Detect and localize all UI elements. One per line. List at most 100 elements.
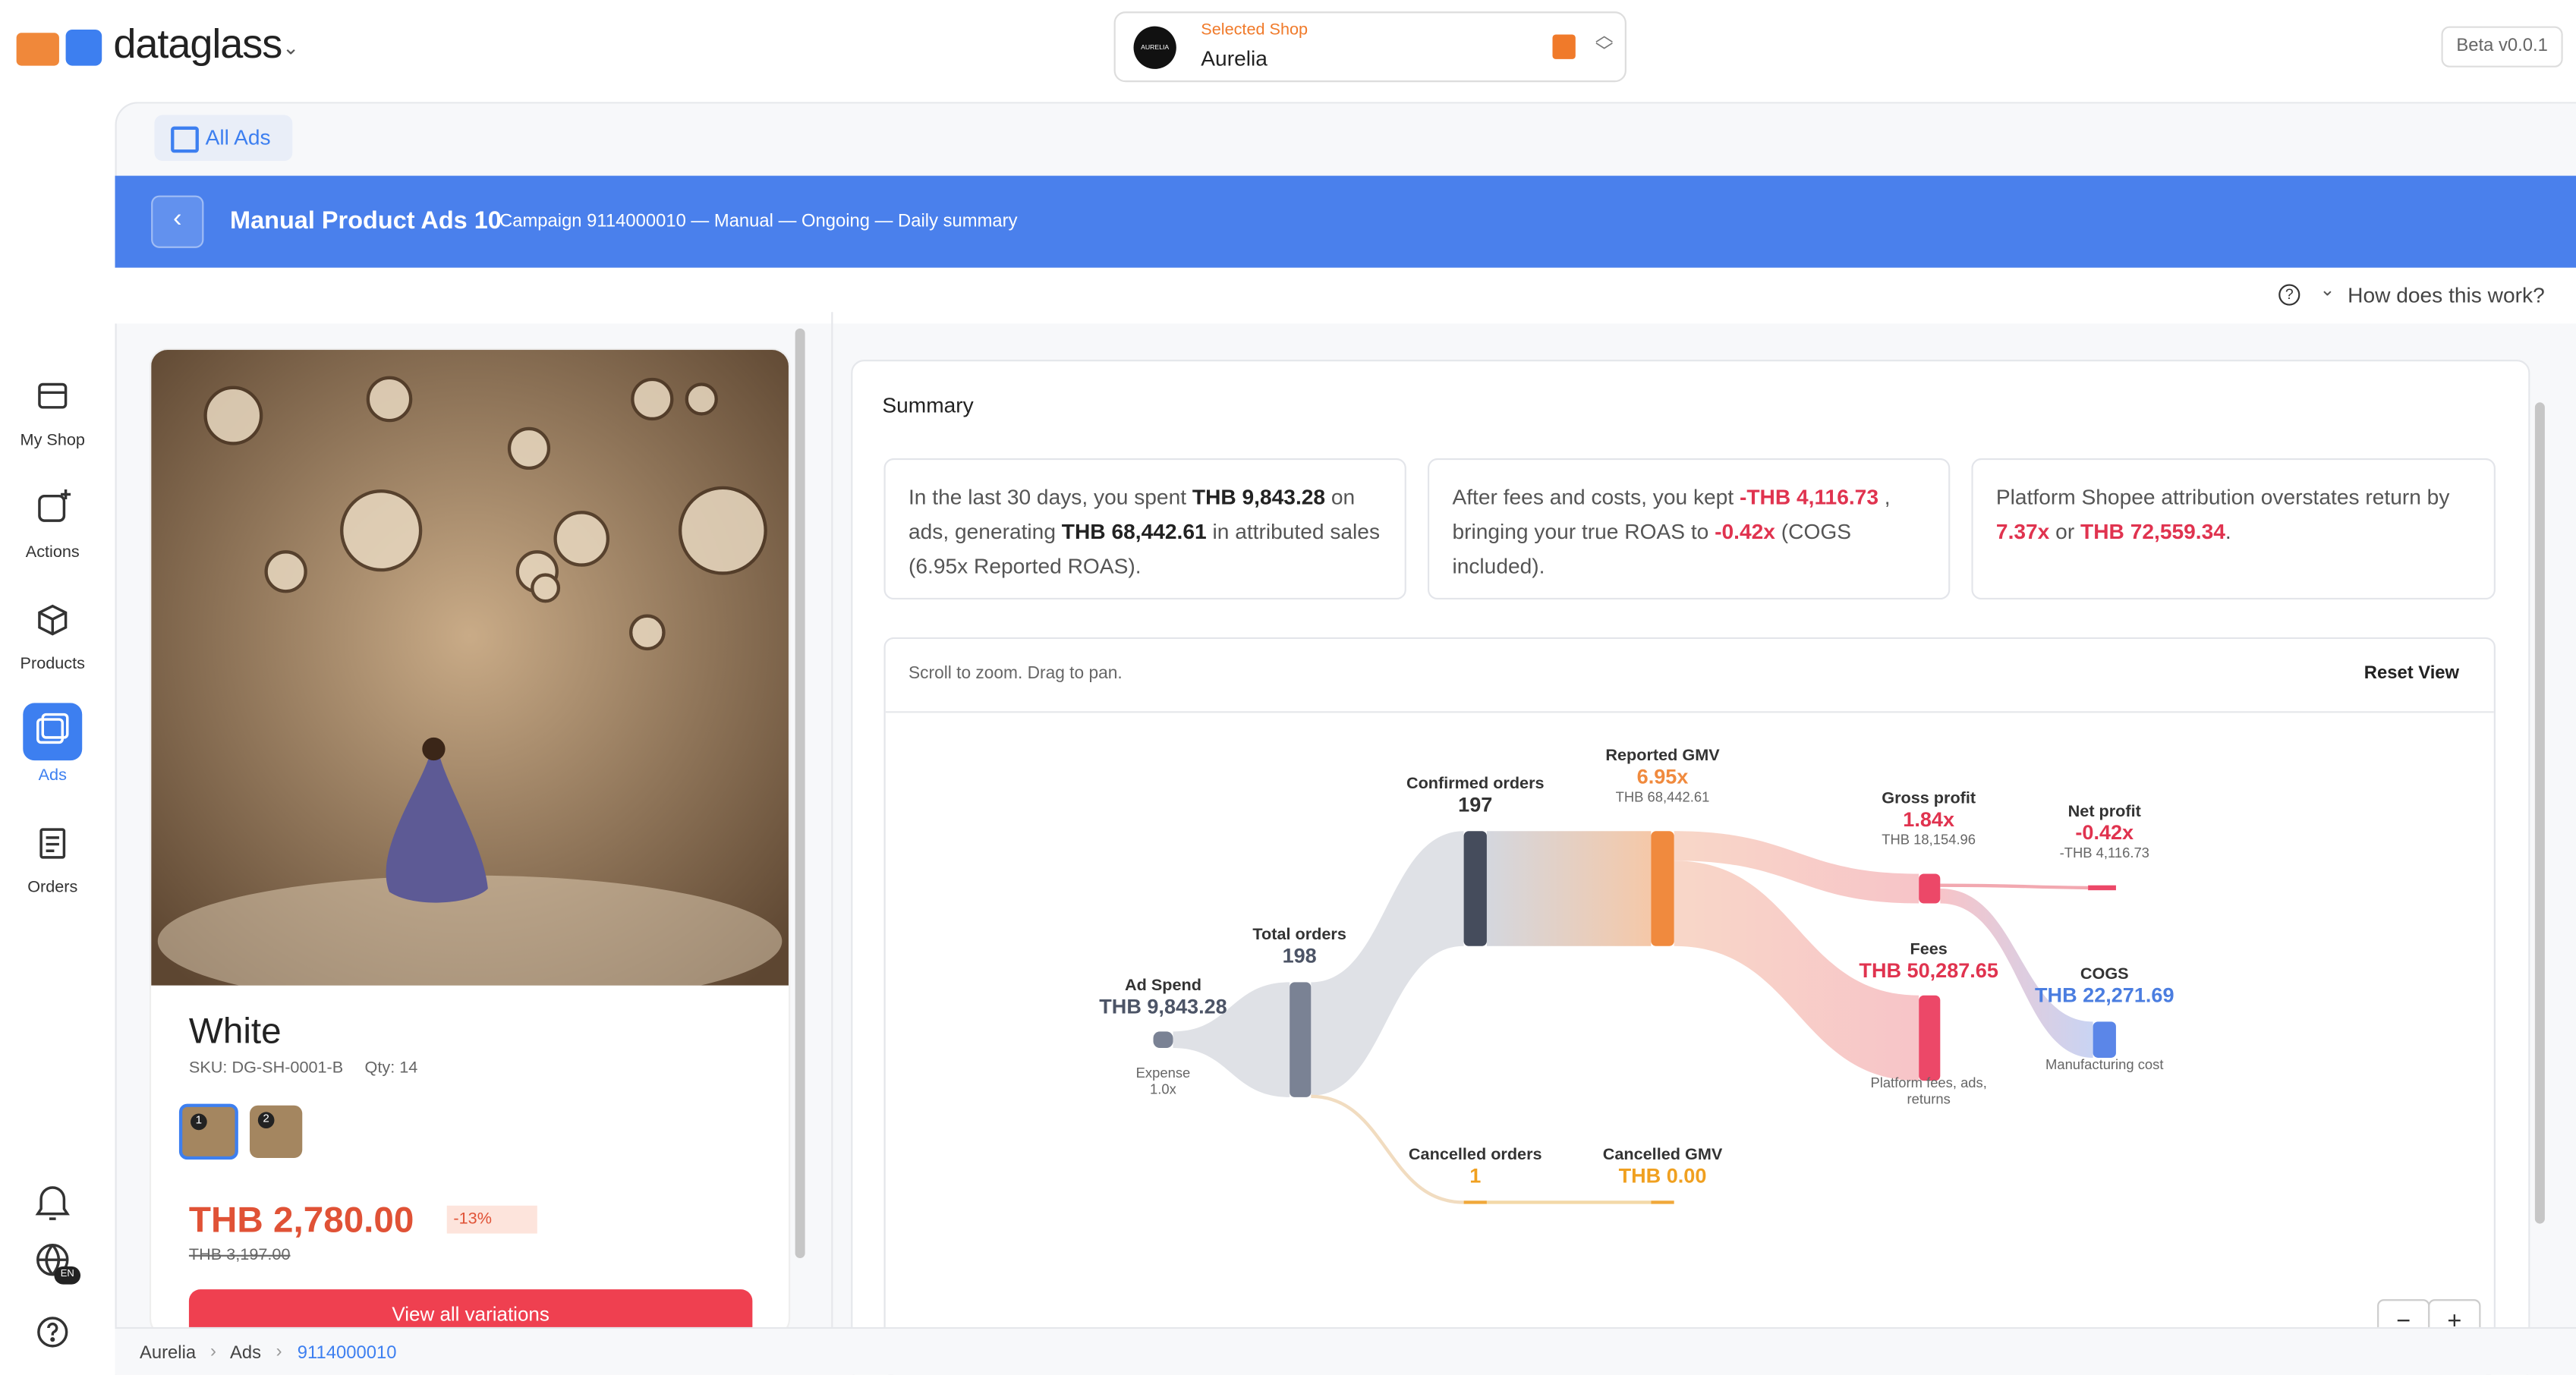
banner-subtitle: Campaign 9114000010 — Manual — Ongoing —… [499,212,1018,232]
text: Platform Shopee attribution overstates r… [1995,484,2450,510]
summary-card: Platform Shopee attribution overstates r… [1971,458,2496,600]
text: COGS [2080,965,2129,984]
text: Gross profit [1882,790,1976,808]
text: THB 18,154.96 [1882,831,1976,848]
text: 7.37x [1995,518,2050,544]
divider [831,312,833,1331]
text: -THB 4,116.73 [2059,844,2149,861]
summary-title: Summary [882,392,974,417]
node-label: Reported GMV 6.95x THB 68,442.61 [1605,747,1719,805]
thumb-index: 2 [257,1112,275,1129]
shop-logo: AURELIA [1133,26,1176,69]
node-label: Fees THB 50,287.65 Platform fees, ads, ret… [1855,941,2003,1107]
help-link[interactable]: How does this work? [2348,282,2545,307]
shop-name: Aurelia [1201,46,1268,71]
text: Cancelled GMV [1602,1146,1723,1165]
scrollbar [2534,402,2545,1224]
chart-hint: Scroll to zoom. Drag to pan. [908,663,1123,684]
thumbnail[interactable]: 2 [250,1105,303,1159]
text: 6.95x [1636,765,1689,788]
node-label: Confirmed orders 197 [1406,776,1545,817]
thumb-index: 1 [191,1113,207,1131]
text: or [2049,518,2081,544]
version: Beta v0.0.1 [2441,26,2563,68]
product-card: White SKU: DG-SH-0001-B Qty: 14 1 2 THB … [151,350,789,1336]
crumb[interactable]: Aurelia [139,1343,197,1364]
text: Net profit [2067,803,2141,822]
sankey-flows [1153,831,2116,1204]
text: After fees and costs, you kept [1452,484,1740,510]
tab-label: All Ads [205,124,271,149]
help-icon: ? [2278,284,2300,306]
nav-my-shop[interactable]: My Shop [20,432,85,451]
scrollbar [795,328,805,1259]
text: Platform fees, ads, returns [1870,1074,1987,1107]
reset-view[interactable]: Reset View [2363,663,2460,684]
text: -THB 4,116.73 [1739,484,1878,510]
logo [65,29,102,66]
text: in attributed sales (6.95x Reported ROAS… [908,518,1381,578]
node-label: Cancelled orders 1 [1409,1147,1542,1188]
help-chevron: ⌄ [2319,281,2335,301]
text: THB 68,442.61 [1061,518,1207,544]
product-image [151,350,789,986]
text: -0.42x [1715,518,1775,544]
language[interactable]: EN [54,1266,81,1285]
help-row: ? ⌄ How does this work? [115,267,2576,324]
node-label: Total orders 198 [1252,927,1346,968]
node-label: Gross profit 1.84x THB 18,154.96 [1882,790,1976,848]
tab[interactable]: All Ads [154,115,293,162]
text: Cancelled orders [1408,1146,1542,1165]
node-label: Net profit -0.42x -THB 4,116.73 [2060,803,2149,861]
chevrons: ︿ ﹀ [1595,26,1614,63]
sidebar-icons [23,382,83,1348]
product-name: White [188,1010,282,1052]
crumb[interactable]: Ads [230,1343,262,1364]
brand: dataglass [113,21,282,68]
text: 197 [1458,793,1493,817]
text: 198 [1282,944,1317,968]
text: THB 72,559.34 [2080,518,2225,544]
text: In the last 30 days, you spent [908,484,1192,510]
crumb: 9114000010 [297,1343,397,1364]
breadcrumb: Aurelia › Ads › 9114000010 [115,1326,2576,1375]
summary-card: In the last 30 days, you spent THB 9,843… [883,458,1406,600]
node-label: COGS THB 22,271.69 Manufacturing cost [2035,966,2174,1073]
back-button[interactable]: ‹ [151,195,204,248]
text: Expense 1.0x [1135,1064,1191,1097]
text: . [2225,518,2231,544]
text: 1 [1469,1164,1482,1188]
divider [885,711,2494,713]
text: THB 9,843.28 [1192,484,1326,510]
logo [16,33,59,66]
sku: SKU: DG-SH-0001-B [188,1059,344,1078]
brand-menu[interactable]: ⌄ [282,36,300,59]
nav-actions[interactable]: Actions [25,543,80,562]
text: THB 22,271.69 [2035,983,2174,1007]
nav-products[interactable]: Products [20,655,85,674]
text: Total orders [1252,926,1346,945]
text: (COGS included). [1452,518,1852,578]
nav-ads[interactable]: Ads [38,766,67,785]
banner-title: Manual Product Ads 10 [230,206,502,235]
text: Manufacturing cost [2045,1056,2164,1073]
text: THB 68,442.61 [1615,788,1710,805]
text: Reported GMV [1605,747,1720,766]
text: Fees [1910,941,1948,960]
banner: ‹ Manual Product Ads 10 Campaign 9114000… [115,175,2576,268]
text: THB 0.00 [1618,1164,1707,1188]
nav-orders[interactable]: Orders [27,879,78,897]
price: THB 2,780.00 [188,1199,414,1241]
node-label: Cancelled GMV THB 0.00 [1603,1147,1723,1188]
qty: Qty: 14 [364,1059,418,1078]
text: , bringing your true ROAS to [1452,484,1891,544]
text: THB 50,287.65 [1859,959,1998,983]
text: on ads, generating [908,484,1356,544]
discount: -13% [446,1205,537,1234]
node-label: Ad Spend THB 9,843.28 Expense 1.0x [1099,977,1227,1097]
shop-selector[interactable]: AURELIA Selected Shop Aurelia ︿ ﹀ [1113,11,1627,83]
sankey[interactable]: Scroll to zoom. Drag to pan. Reset View … [883,637,2496,1375]
thumbnail[interactable]: 1 [178,1103,238,1160]
text: 1.84x [1903,807,1955,832]
